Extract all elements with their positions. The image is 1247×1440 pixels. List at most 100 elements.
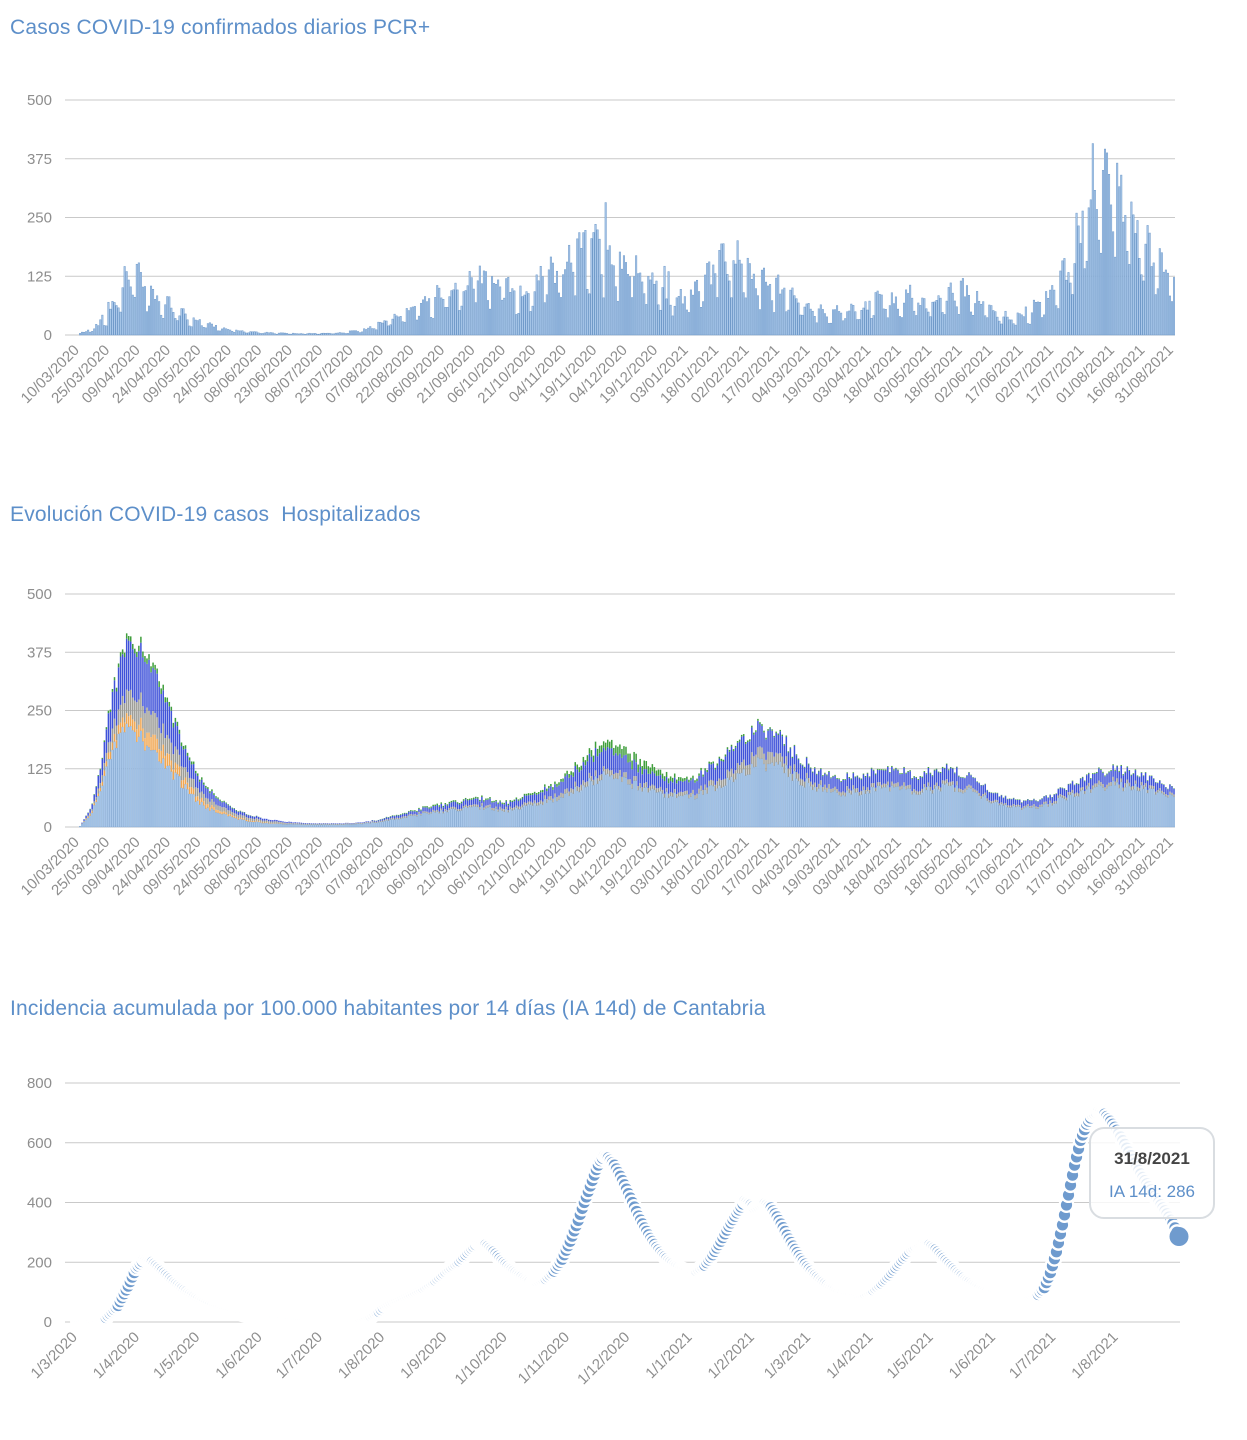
segment-gray[interactable]	[416, 814, 418, 817]
segment-blue[interactable]	[560, 781, 562, 793]
segment-green[interactable]	[907, 770, 909, 772]
segment-orange[interactable]	[125, 713, 128, 724]
segment-blue[interactable]	[1152, 778, 1155, 787]
segment-blue[interactable]	[558, 785, 560, 796]
bar[interactable]	[1132, 214, 1135, 336]
segment-gray[interactable]	[738, 765, 741, 774]
bar[interactable]	[933, 301, 936, 336]
segment-green[interactable]	[765, 737, 767, 740]
segment-lightblue[interactable]	[342, 824, 345, 828]
bar[interactable]	[574, 295, 577, 336]
segment-blue[interactable]	[1163, 784, 1165, 793]
bar[interactable]	[641, 281, 644, 336]
segment-blue[interactable]	[747, 742, 749, 766]
segment-green[interactable]	[807, 763, 810, 765]
segment-blue[interactable]	[842, 779, 844, 792]
segment-orange[interactable]	[184, 777, 187, 785]
segment-green[interactable]	[219, 799, 221, 801]
segment-blue[interactable]	[491, 802, 493, 808]
segment-green[interactable]	[1061, 787, 1064, 789]
segment-green[interactable]	[889, 772, 891, 774]
bar[interactable]	[251, 331, 254, 336]
segment-gray[interactable]	[564, 789, 566, 794]
segment-gray[interactable]	[629, 779, 631, 785]
segment-green[interactable]	[194, 770, 197, 774]
segment-blue[interactable]	[909, 771, 911, 785]
segment-green[interactable]	[876, 768, 879, 770]
segment-lightblue[interactable]	[959, 791, 962, 828]
bar[interactable]	[801, 314, 804, 336]
segment-gray[interactable]	[529, 801, 532, 805]
segment-blue[interactable]	[970, 775, 972, 786]
segment-lightblue[interactable]	[556, 800, 558, 828]
segment-blue[interactable]	[334, 823, 337, 824]
segment-blue[interactable]	[824, 773, 826, 785]
bar[interactable]	[1164, 269, 1167, 336]
segment-gray[interactable]	[255, 818, 258, 821]
segment-blue[interactable]	[168, 706, 171, 739]
bar[interactable]	[145, 311, 148, 336]
bar[interactable]	[462, 291, 465, 336]
segment-blue[interactable]	[426, 807, 428, 812]
segment-green[interactable]	[568, 773, 570, 778]
segment-lightblue[interactable]	[1097, 784, 1100, 828]
segment-green[interactable]	[816, 773, 818, 775]
segment-gray[interactable]	[1157, 790, 1159, 793]
segment-orange[interactable]	[136, 729, 138, 742]
segment-gray[interactable]	[600, 774, 603, 781]
segment-orange[interactable]	[188, 787, 191, 794]
segment-gray[interactable]	[393, 818, 396, 820]
segment-gray[interactable]	[493, 808, 495, 811]
segment-gray[interactable]	[1096, 783, 1098, 787]
segment-lightblue[interactable]	[133, 731, 136, 828]
segment-lightblue[interactable]	[663, 797, 666, 828]
segment-lightblue[interactable]	[158, 761, 161, 828]
bar[interactable]	[594, 224, 597, 336]
segment-lightblue[interactable]	[87, 817, 90, 828]
segment-green[interactable]	[943, 767, 946, 769]
segment-lightblue[interactable]	[1102, 787, 1104, 828]
segment-gray[interactable]	[387, 819, 390, 821]
segment-gray[interactable]	[613, 774, 615, 780]
bar[interactable]	[275, 333, 278, 336]
segment-blue[interactable]	[840, 781, 842, 793]
segment-gray[interactable]	[807, 778, 810, 783]
segment-green[interactable]	[659, 769, 662, 776]
bar[interactable]	[657, 304, 660, 336]
segment-orange[interactable]	[170, 760, 173, 772]
segment-blue[interactable]	[724, 756, 727, 779]
segment-green[interactable]	[1144, 772, 1147, 773]
segment-blue[interactable]	[864, 777, 867, 791]
segment-orange[interactable]	[259, 821, 262, 823]
segment-lightblue[interactable]	[736, 773, 739, 828]
bar[interactable]	[624, 262, 627, 336]
segment-blue[interactable]	[1043, 796, 1045, 802]
segment-orange[interactable]	[119, 722, 122, 733]
bar[interactable]	[596, 229, 599, 336]
bar[interactable]	[97, 325, 100, 336]
segment-lightblue[interactable]	[121, 726, 124, 828]
segment-lightblue[interactable]	[162, 758, 165, 828]
segment-lightblue[interactable]	[420, 815, 422, 828]
bar[interactable]	[533, 291, 536, 336]
segment-orange[interactable]	[225, 812, 227, 815]
bar[interactable]	[1057, 308, 1060, 336]
segment-gray[interactable]	[379, 820, 382, 822]
segment-green[interactable]	[724, 754, 727, 757]
bar[interactable]	[1144, 243, 1147, 336]
bar[interactable]	[1049, 289, 1052, 336]
bar[interactable]	[799, 314, 802, 336]
segment-lightblue[interactable]	[454, 809, 457, 828]
segment-gray[interactable]	[239, 814, 242, 818]
segment-green[interactable]	[690, 777, 692, 781]
bar[interactable]	[562, 274, 565, 336]
segment-gray[interactable]	[805, 772, 808, 779]
bar[interactable]	[1026, 323, 1029, 336]
segment-orange[interactable]	[176, 764, 179, 775]
segment-lightblue[interactable]	[771, 762, 774, 828]
segment-blue[interactable]	[623, 755, 625, 773]
segment-green[interactable]	[470, 798, 473, 800]
segment-gray[interactable]	[243, 815, 246, 819]
segment-green[interactable]	[1004, 795, 1007, 797]
segment-blue[interactable]	[578, 772, 581, 788]
